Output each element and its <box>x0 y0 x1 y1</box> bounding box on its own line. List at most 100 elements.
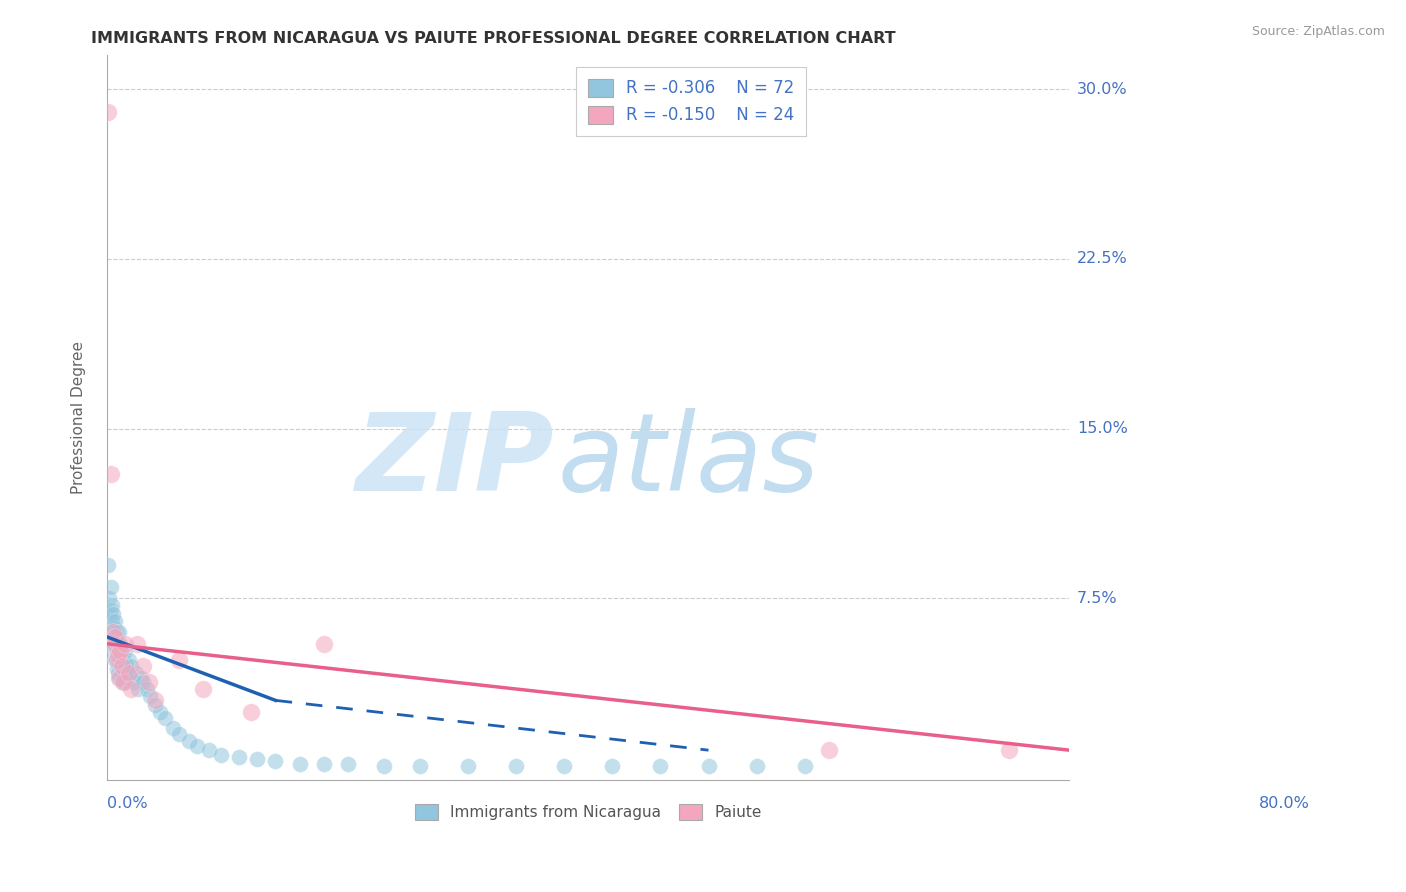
Legend: Immigrants from Nicaragua, Paiute: Immigrants from Nicaragua, Paiute <box>409 797 768 826</box>
Point <box>110 652 132 666</box>
Text: 15.0%: 15.0% <box>1077 421 1128 436</box>
Point <box>120 659 142 673</box>
Point <box>105 625 128 640</box>
Text: IMMIGRANTS FROM NICARAGUA VS PAIUTE PROFESSIONAL DEGREE CORRELATION CHART: IMMIGRANTS FROM NICARAGUA VS PAIUTE PROF… <box>91 31 896 46</box>
Point <box>135 681 157 696</box>
Point <box>110 643 132 657</box>
Point <box>132 675 155 690</box>
Point <box>505 759 527 773</box>
Text: 30.0%: 30.0% <box>1077 81 1128 96</box>
Point <box>264 755 287 769</box>
Point <box>100 580 122 594</box>
Point <box>457 759 479 773</box>
Point <box>745 759 768 773</box>
Point <box>127 681 149 696</box>
Point <box>110 643 132 657</box>
Point <box>97 104 120 119</box>
Point <box>167 727 190 741</box>
Point <box>209 747 232 762</box>
Point <box>125 666 148 681</box>
Point <box>108 671 131 685</box>
Point <box>103 648 125 662</box>
Point <box>108 625 131 640</box>
Point <box>100 603 122 617</box>
Point <box>127 637 149 651</box>
Point <box>240 705 263 719</box>
Text: ZIP: ZIP <box>356 408 554 514</box>
Point <box>103 630 125 644</box>
Point <box>118 652 141 666</box>
Point <box>114 675 136 690</box>
Point <box>198 743 221 757</box>
Point <box>104 637 127 651</box>
Point <box>122 675 145 690</box>
Point <box>186 739 208 753</box>
Point <box>105 643 128 657</box>
Point <box>107 637 129 651</box>
Point <box>98 607 121 622</box>
Point <box>650 759 672 773</box>
Point <box>111 652 134 666</box>
Point <box>138 675 160 690</box>
Point <box>103 637 125 651</box>
Point <box>97 558 120 572</box>
Text: atlas: atlas <box>557 409 820 513</box>
Point <box>117 666 139 681</box>
Point <box>143 693 166 707</box>
Point <box>553 759 575 773</box>
Point <box>101 637 124 651</box>
Point <box>103 621 125 635</box>
Point <box>132 659 155 673</box>
Point <box>139 689 162 703</box>
Point <box>112 662 135 676</box>
Point <box>143 698 166 712</box>
Point <box>793 759 815 773</box>
Point <box>110 666 132 681</box>
Text: 80.0%: 80.0% <box>1260 796 1310 811</box>
Text: Source: ZipAtlas.com: Source: ZipAtlas.com <box>1251 25 1385 38</box>
Point <box>104 614 127 628</box>
Point <box>118 666 141 681</box>
Point <box>101 607 124 622</box>
Point <box>373 759 395 773</box>
Point <box>193 681 215 696</box>
Point <box>98 591 121 606</box>
Point <box>118 671 141 685</box>
Point <box>110 637 132 651</box>
Y-axis label: Professional Degree: Professional Degree <box>72 341 86 494</box>
Point <box>600 759 623 773</box>
Point <box>104 652 127 666</box>
Point <box>162 721 184 735</box>
Point <box>107 666 129 681</box>
Point <box>107 652 129 666</box>
Text: 0.0%: 0.0% <box>107 796 148 811</box>
Point <box>129 671 152 685</box>
Point <box>246 752 269 766</box>
Point <box>336 756 359 771</box>
Point <box>111 675 134 690</box>
Point <box>120 681 142 696</box>
Point <box>228 750 250 764</box>
Point <box>288 756 311 771</box>
Point <box>817 743 839 757</box>
Point <box>104 630 127 644</box>
Point <box>107 648 129 662</box>
Point <box>108 648 131 662</box>
Point <box>108 671 131 685</box>
Point <box>105 662 128 676</box>
Text: 7.5%: 7.5% <box>1077 591 1118 606</box>
Point <box>998 743 1021 757</box>
Point <box>101 599 124 613</box>
Text: 22.5%: 22.5% <box>1077 252 1128 267</box>
Point <box>100 467 122 481</box>
Point <box>101 625 124 640</box>
Point <box>697 759 720 773</box>
Point <box>409 759 432 773</box>
Point <box>153 711 176 725</box>
Point <box>177 734 200 748</box>
Point <box>312 756 335 771</box>
Point <box>101 630 124 644</box>
Point <box>114 637 136 651</box>
Point <box>105 652 128 666</box>
Point <box>312 637 335 651</box>
